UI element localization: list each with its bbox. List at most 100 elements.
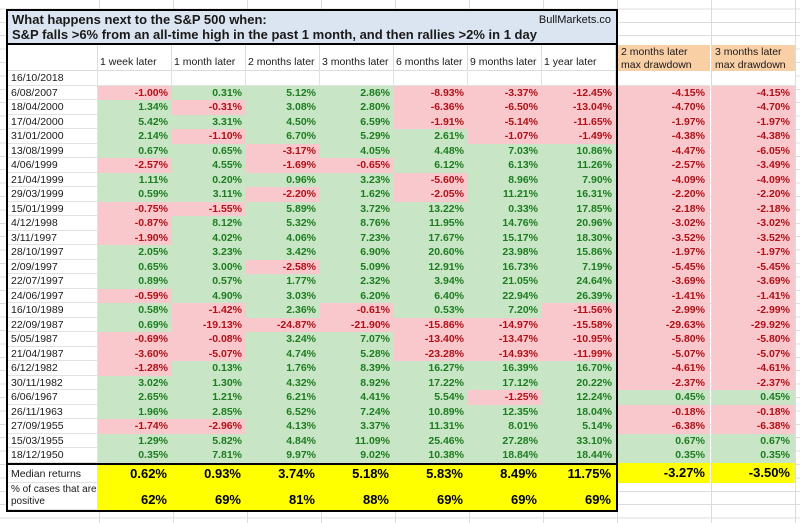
date-cell[interactable]: 21/04/1999: [8, 172, 98, 187]
value-cell[interactable]: 8.12%: [172, 216, 246, 231]
value-cell[interactable]: 0.31%: [172, 85, 246, 100]
value-cell[interactable]: -1.74%: [98, 419, 172, 434]
drawdown-cell[interactable]: 0.45%: [712, 390, 795, 405]
value-cell[interactable]: 12.35%: [468, 404, 542, 419]
drawdown-cell[interactable]: -5.80%: [712, 332, 795, 347]
drawdown-cell[interactable]: -29.92%: [712, 317, 795, 332]
pct-positive-cell[interactable]: 69%: [172, 482, 246, 510]
date-cell[interactable]: 6/12/1982: [8, 361, 98, 376]
value-cell[interactable]: 14.76%: [468, 216, 542, 231]
drawdown-cell[interactable]: -3.02%: [712, 216, 795, 231]
drawdown-cell[interactable]: -4.38%: [712, 129, 795, 144]
value-cell[interactable]: 3.94%: [394, 274, 468, 289]
value-cell[interactable]: -1.00%: [98, 85, 172, 100]
drawdown-cell[interactable]: -2.37%: [618, 375, 710, 390]
value-cell[interactable]: 11.09%: [320, 433, 394, 448]
drawdown-cell[interactable]: 0.67%: [618, 433, 710, 448]
date-cell[interactable]: 18/12/1950: [8, 448, 98, 463]
value-cell[interactable]: 3.00%: [172, 259, 246, 274]
value-cell[interactable]: 27.28%: [468, 433, 542, 448]
drawdown-cell-empty[interactable]: [712, 71, 795, 86]
date-cell[interactable]: 5/05/1987: [8, 332, 98, 347]
value-cell[interactable]: 12.24%: [542, 390, 616, 405]
value-cell[interactable]: -1.55%: [172, 201, 246, 216]
date-cell[interactable]: 15/01/1999: [8, 201, 98, 216]
drawdown-cell[interactable]: -4.09%: [618, 172, 710, 187]
value-cell[interactable]: 1.21%: [172, 390, 246, 405]
value-cell[interactable]: 2.80%: [320, 100, 394, 115]
value-cell[interactable]: 16.70%: [542, 361, 616, 376]
value-cell[interactable]: 0.53%: [394, 303, 468, 318]
value-cell-empty[interactable]: [98, 71, 172, 86]
value-cell[interactable]: 3.08%: [246, 100, 320, 115]
value-cell[interactable]: 4.84%: [246, 433, 320, 448]
value-cell[interactable]: 10.38%: [394, 448, 468, 463]
value-cell[interactable]: -1.25%: [468, 390, 542, 405]
value-cell[interactable]: 5.54%: [394, 390, 468, 405]
drawdown-cell[interactable]: -2.20%: [618, 187, 710, 202]
drawdown-cell[interactable]: 0.35%: [618, 448, 710, 463]
value-cell[interactable]: 6.52%: [246, 404, 320, 419]
value-cell[interactable]: 24.64%: [542, 274, 616, 289]
drawdown-cell[interactable]: -1.97%: [712, 114, 795, 129]
value-cell[interactable]: 2.14%: [98, 129, 172, 144]
value-cell[interactable]: -2.57%: [98, 158, 172, 173]
value-cell[interactable]: -2.05%: [394, 187, 468, 202]
value-cell[interactable]: -5.60%: [394, 172, 468, 187]
value-cell[interactable]: 10.89%: [394, 404, 468, 419]
value-cell[interactable]: 1.29%: [98, 433, 172, 448]
value-cell[interactable]: 0.35%: [98, 448, 172, 463]
pct-positive-cell[interactable]: 88%: [320, 482, 394, 510]
value-cell[interactable]: 1.77%: [246, 274, 320, 289]
value-cell[interactable]: -21.90%: [320, 317, 394, 332]
drawdown-cell[interactable]: -2.37%: [712, 375, 795, 390]
drawdown-cell[interactable]: -3.52%: [618, 230, 710, 245]
drawdown-cell[interactable]: -3.69%: [618, 274, 710, 289]
drawdown-cell[interactable]: -1.41%: [712, 288, 795, 303]
value-cell[interactable]: -14.93%: [468, 346, 542, 361]
drawdown-cell[interactable]: -0.18%: [712, 404, 795, 419]
drawdown-cell[interactable]: -6.38%: [618, 419, 710, 434]
value-cell[interactable]: 6.40%: [394, 288, 468, 303]
value-cell[interactable]: 5.82%: [172, 433, 246, 448]
pct-positive-cell[interactable]: 81%: [246, 482, 320, 510]
value-cell[interactable]: 2.86%: [320, 85, 394, 100]
value-cell[interactable]: 9.02%: [320, 448, 394, 463]
drawdown-cell[interactable]: -6.38%: [712, 419, 795, 434]
value-cell[interactable]: -6.36%: [394, 100, 468, 115]
drawdown-median-cell[interactable]: -3.27%: [618, 462, 710, 483]
value-cell-empty[interactable]: [246, 71, 320, 86]
drawdown-cell[interactable]: -0.18%: [618, 404, 710, 419]
value-cell[interactable]: 7.90%: [542, 172, 616, 187]
drawdown-cell[interactable]: -4.70%: [618, 100, 710, 115]
date-cell[interactable]: 31/01/2000: [8, 129, 98, 144]
drawdown-cell[interactable]: -3.52%: [712, 230, 795, 245]
date-cell[interactable]: 24/06/1997: [8, 288, 98, 303]
value-cell[interactable]: 1.34%: [98, 100, 172, 115]
value-cell[interactable]: 12.91%: [394, 259, 468, 274]
value-cell[interactable]: 16.31%: [542, 187, 616, 202]
drawdown-cell[interactable]: -4.70%: [712, 100, 795, 115]
column-header-7[interactable]: 1 year later: [542, 45, 616, 71]
value-cell[interactable]: -11.99%: [542, 346, 616, 361]
value-cell[interactable]: -0.69%: [98, 332, 172, 347]
value-cell[interactable]: 25.46%: [394, 433, 468, 448]
value-cell[interactable]: 18.44%: [542, 448, 616, 463]
value-cell[interactable]: -8.93%: [394, 85, 468, 100]
value-cell[interactable]: 0.20%: [172, 172, 246, 187]
value-cell[interactable]: 17.22%: [394, 375, 468, 390]
value-cell[interactable]: 2.61%: [394, 129, 468, 144]
value-cell[interactable]: -0.59%: [98, 288, 172, 303]
value-cell[interactable]: 3.42%: [246, 245, 320, 260]
value-cell[interactable]: 6.59%: [320, 114, 394, 129]
value-cell[interactable]: 7.81%: [172, 448, 246, 463]
value-cell[interactable]: 4.32%: [246, 375, 320, 390]
value-cell[interactable]: -2.20%: [246, 187, 320, 202]
drawdown-cell[interactable]: -3.49%: [712, 158, 795, 173]
value-cell[interactable]: 23.98%: [468, 245, 542, 260]
value-cell[interactable]: -15.58%: [542, 317, 616, 332]
date-cell[interactable]: 18/04/2000: [8, 100, 98, 115]
value-cell[interactable]: -1.10%: [172, 129, 246, 144]
value-cell[interactable]: 0.57%: [172, 274, 246, 289]
drawdown-cell[interactable]: -29.63%: [618, 317, 710, 332]
